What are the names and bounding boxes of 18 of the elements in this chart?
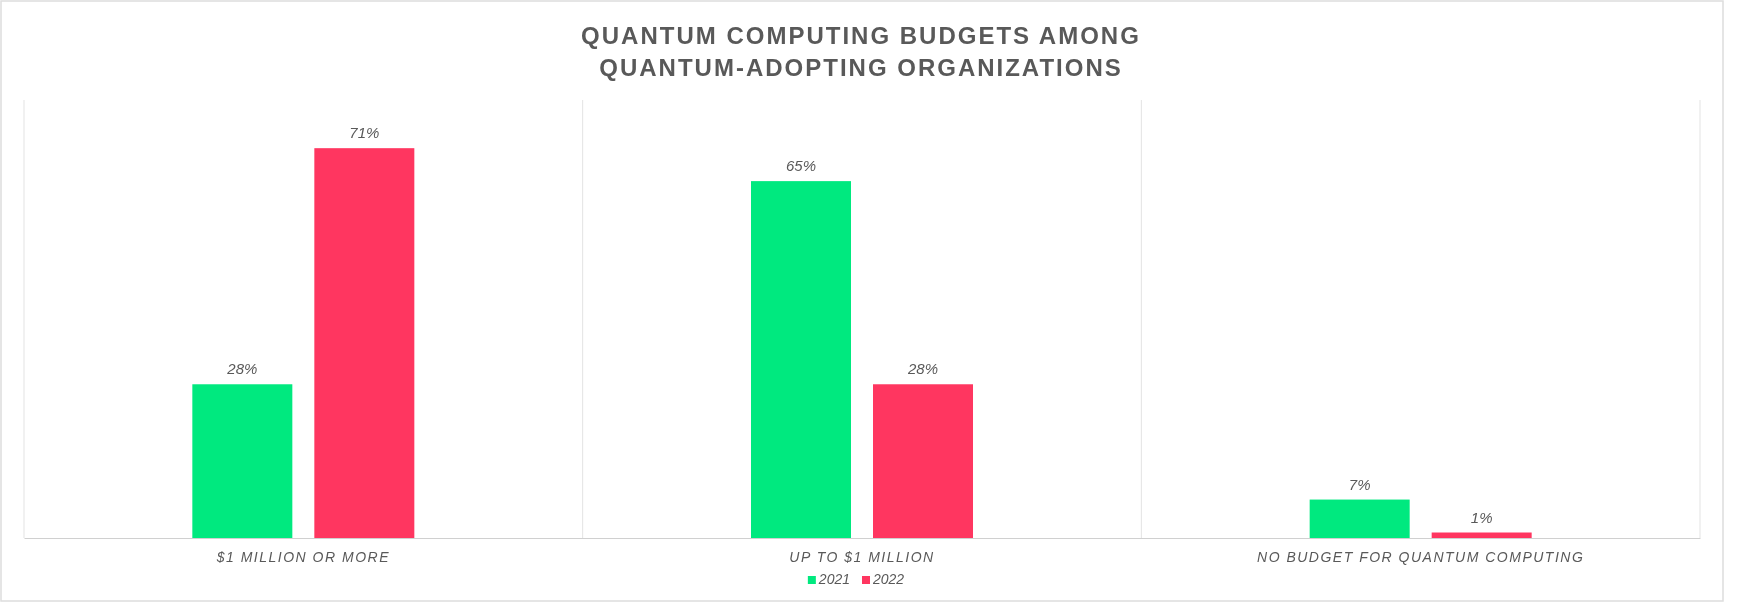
bar xyxy=(314,148,415,538)
chart-title: QUANTUM COMPUTING BUDGETS AMONG QUANTUM-ADOPTING ORGANIZATIONS xyxy=(581,22,1141,81)
x-tick-label: $1 MILLION OR MORE xyxy=(215,548,390,565)
x-tick-label: NO BUDGET FOR QUANTUM COMPUTING xyxy=(1257,548,1585,565)
data-label: 28% xyxy=(226,360,258,378)
data-label: 7% xyxy=(1348,475,1371,493)
bar xyxy=(873,384,973,538)
bar xyxy=(192,384,293,538)
legend-label: 2022 xyxy=(872,571,905,587)
legend-label: 2021 xyxy=(817,571,850,587)
bar xyxy=(1431,532,1532,538)
data-label: 65% xyxy=(785,157,817,175)
bar xyxy=(751,181,851,538)
data-label: 28% xyxy=(906,360,939,378)
bar xyxy=(1309,499,1410,538)
x-tick-label: UP TO $1 MILLION xyxy=(789,548,935,565)
data-label: 71% xyxy=(349,124,380,142)
data-label: 1% xyxy=(1470,508,1493,526)
